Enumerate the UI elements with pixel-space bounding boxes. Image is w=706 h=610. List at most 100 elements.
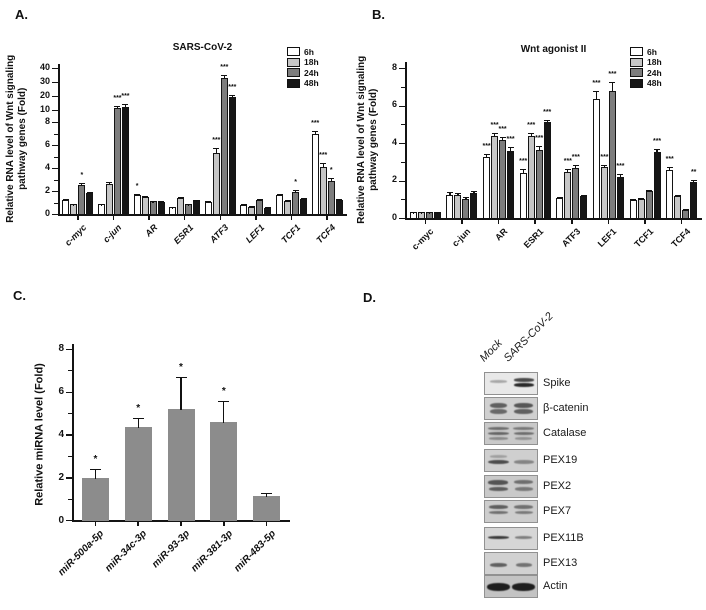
chart-title: Wnt agonist II [520,44,587,55]
error-bar [292,190,299,193]
bar-B-LEF1-24h [608,91,616,219]
y-minor-tick [68,455,72,457]
error-bar [229,95,236,99]
blot-band [489,403,507,409]
significance-stars: *** [220,64,229,71]
blot-box-β-catenin [484,397,538,420]
error-bar [158,201,165,204]
significance-stars: *** [212,137,221,145]
x-tick [290,216,293,220]
chart-title: SARS-CoV-2 [172,42,233,53]
significance-stars: *** [600,153,609,161]
significance-stars: * [179,361,183,373]
bar-A-TCF4-48h [335,200,343,215]
y-tick [52,168,58,170]
error-bar [564,169,571,173]
y-minor-tick [54,179,58,181]
blot-band [489,408,507,414]
bar-B-ATF3-18h [564,172,572,219]
y-tick [52,110,58,112]
error-bar [221,75,228,79]
x-tick [219,216,222,220]
significance-stars: *** [616,162,625,170]
error-bar [544,119,551,124]
bar-A-ATF3-24h [220,77,228,215]
bar-B-TCF4-6h [666,170,674,219]
error-bar [491,132,498,138]
y-tick-label: 4 [58,428,64,440]
legend-label-48h: 48h [647,78,662,88]
error-bar [528,132,535,137]
error-bar [134,193,141,197]
error-bar [470,190,477,194]
bar-B-TCF1-24h [645,190,653,219]
significance-stars: *** [608,71,617,79]
blot-band [488,480,508,485]
y-tick [52,145,58,147]
x-tick [534,220,536,224]
blot-band [486,582,510,591]
legend-swatch-24h [287,68,300,77]
error-bar [654,148,661,154]
x-tick [94,522,97,526]
error-bar [142,195,149,198]
error-bar [256,199,263,202]
bar-A-ATF3-6h [204,201,212,215]
blot-label-Catalase: Catalase [543,427,587,439]
error-bar [122,104,129,108]
bar-B-TCF1-6h [629,200,637,219]
error-bar [328,178,335,182]
blot-band [488,437,508,440]
blot-band [514,505,533,510]
blot-band [489,562,507,567]
bar-B-LEF1-18h [600,167,608,219]
legend-label-18h: 18h [647,57,662,67]
blot-band [514,480,533,485]
error-bar [169,206,176,209]
bar-A-ATF3-48h [228,97,236,215]
error-bar [507,146,514,152]
blot-label-Spike: Spike [543,377,571,389]
y-minor-tick [68,498,72,500]
error-bar [617,173,624,178]
significance-stars: *** [319,152,328,160]
error-bar [572,164,579,170]
blot-band [514,408,533,414]
y-tick-label: 4 [391,136,397,147]
bar-A-c-jun-24h [113,107,121,215]
blot-band [489,455,507,458]
y-tick-label: 8 [391,61,397,72]
bar-A-TCF1-18h [284,200,292,215]
significance-stars: *** [519,158,528,166]
x-tick [148,216,150,220]
x-tick [326,216,328,220]
error-bar [646,189,653,192]
y-tick [399,105,405,107]
significance-stars: * [294,179,297,187]
x-tick [77,216,79,220]
y-tick-label: 2 [58,471,64,483]
error-bar [261,493,273,498]
bar-A-TCF1-24h [292,192,300,215]
error-bar [666,167,673,172]
panel-c-letter: C. [13,288,26,303]
lane-label-SARS-CoV-2: SARS-CoV-2 [501,310,556,365]
panel-a-sars-cov2-chart: A. Relative RNA level of Wnt signaling p… [0,0,353,288]
blot-label-PEX13: PEX13 [543,557,578,569]
error-bar [177,197,184,200]
blot-box-PEX13 [484,552,538,575]
bar-A-AR-6h [133,195,141,215]
blot-box-Spike [484,372,538,395]
error-bar [418,211,425,214]
y-tick [66,520,72,522]
y-tick-label: 6 [44,138,50,149]
bar-A-ESR1-24h [185,204,193,215]
y-tick-label: 10 [39,103,50,114]
y-tick [399,143,405,145]
bar-A-c-myc-24h [78,185,86,215]
bar-B-AR-24h [499,140,507,219]
blot-band [515,536,532,539]
significance-stars: * [93,453,98,465]
blot-band [487,536,509,540]
blot-band [513,378,534,382]
